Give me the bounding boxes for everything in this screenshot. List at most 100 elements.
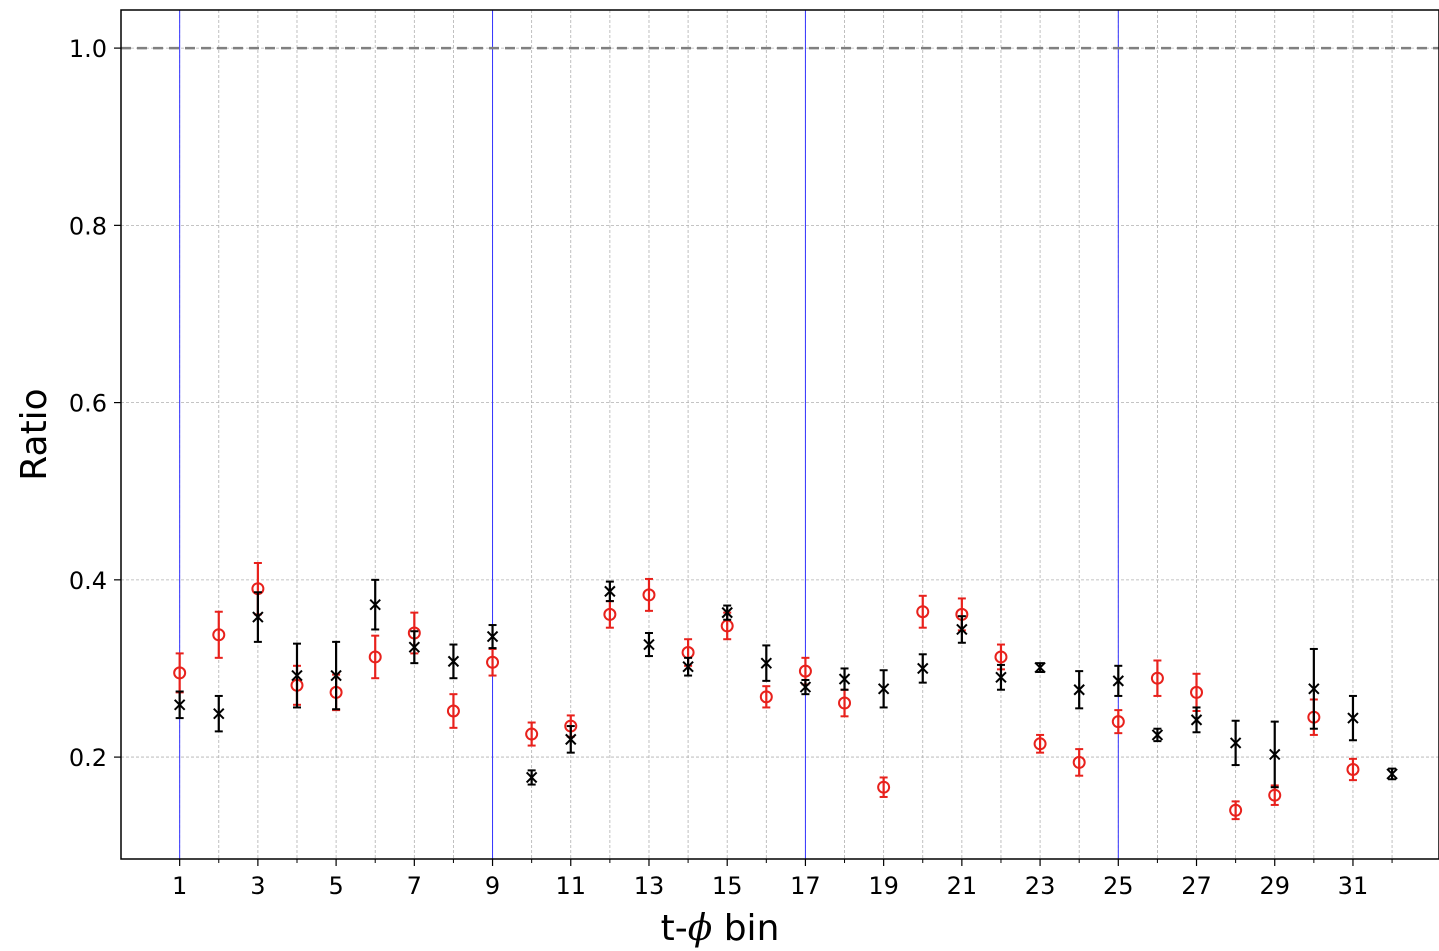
x-tick-label: 19	[868, 872, 899, 900]
marker-x	[369, 598, 381, 611]
marker-circle	[1346, 762, 1360, 776]
data-point-x	[604, 580, 616, 603]
x-tick-label: 11	[555, 872, 586, 900]
marker-x	[604, 585, 616, 598]
data-point-o	[1072, 748, 1086, 777]
x-tick-label: 23	[1025, 872, 1056, 900]
data-point-x	[1190, 706, 1203, 734]
data-point-x	[369, 578, 381, 631]
data-point-x	[213, 694, 225, 733]
data-point-o	[368, 634, 382, 680]
data-point-o	[916, 594, 930, 629]
marker-x	[877, 683, 890, 695]
data-point-o	[1150, 659, 1164, 697]
marker-circle	[1072, 755, 1086, 769]
data-point-x	[877, 669, 890, 709]
marker-x	[760, 657, 773, 669]
plot-frame	[120, 9, 1439, 860]
marker-x	[995, 671, 1007, 684]
marker-x	[525, 771, 538, 784]
marker-circle	[1111, 715, 1125, 729]
marker-x	[1347, 712, 1359, 724]
marker-circle	[1150, 671, 1164, 685]
data-point-o	[1111, 709, 1125, 735]
marker-x	[682, 660, 694, 673]
data-point-x	[330, 640, 342, 711]
data-point-o	[838, 688, 852, 718]
data-point-x	[760, 644, 773, 682]
data-point-o	[486, 647, 500, 677]
marker-circle	[1229, 803, 1243, 817]
x-axis-label-symbol: ϕ	[688, 908, 713, 949]
x-tick-label: 7	[407, 872, 422, 900]
marker-circle	[525, 727, 539, 741]
marker-x	[252, 611, 264, 623]
x-tick-label: 31	[1338, 872, 1369, 900]
marker-circle	[759, 690, 773, 704]
data-point-o	[1268, 784, 1282, 806]
marker-x	[1308, 683, 1320, 695]
y-tick-label: 1.0	[69, 35, 107, 63]
data-point-x	[643, 632, 655, 658]
data-point-x	[173, 690, 186, 720]
data-point-x	[1269, 720, 1281, 789]
data-point-x	[799, 678, 812, 696]
marker-x	[956, 623, 968, 636]
y-tick-label: 0.8	[69, 212, 107, 240]
data-point-o	[1033, 733, 1047, 754]
x-axis-label-suffix: bin	[712, 908, 779, 949]
marker-circle	[1268, 788, 1282, 802]
marker-circle	[994, 650, 1008, 664]
marker-circle	[603, 607, 617, 621]
marker-x	[486, 630, 499, 643]
marker-x	[1034, 661, 1046, 674]
marker-circle	[368, 650, 382, 664]
marker-x	[1073, 684, 1085, 696]
marker-circle	[1190, 685, 1204, 699]
x-tick-label: 17	[790, 872, 821, 900]
marker-circle	[798, 664, 812, 678]
y-tick-label: 0.6	[69, 390, 107, 418]
y-tick-label: 0.2	[69, 744, 107, 772]
data-point-x	[1073, 670, 1085, 710]
data-point-x	[1112, 664, 1125, 697]
marker-x	[1386, 768, 1398, 780]
data-point-o	[446, 693, 460, 729]
marker-x	[1151, 729, 1164, 741]
marker-x	[408, 641, 421, 653]
x-tick-label: 15	[712, 872, 743, 900]
data-point-o	[1346, 757, 1360, 782]
marker-circle	[642, 588, 656, 602]
data-point-x	[682, 656, 694, 677]
data-point-x	[956, 615, 968, 644]
marker-x	[799, 681, 812, 693]
x-tick-label: 5	[328, 872, 343, 900]
marker-x	[291, 669, 303, 682]
data-point-x	[721, 604, 733, 621]
x-tick-label: 1	[172, 872, 187, 900]
marker-circle	[838, 696, 852, 710]
data-point-x	[838, 667, 851, 691]
data-point-x	[447, 643, 460, 680]
data-point-o	[1190, 672, 1204, 713]
data-point-o	[212, 610, 226, 659]
x-tick-label: 13	[634, 872, 665, 900]
data-point-o	[525, 721, 539, 747]
marker-x	[1190, 714, 1203, 726]
data-point-o	[642, 577, 656, 612]
marker-x	[565, 733, 577, 746]
marker-x	[1229, 737, 1242, 749]
marker-circle	[916, 605, 930, 619]
marker-x	[721, 606, 733, 619]
data-point-x	[1229, 719, 1242, 767]
marker-x	[1269, 748, 1281, 761]
marker-x	[917, 662, 929, 675]
x-tick-label: 27	[1181, 872, 1212, 900]
x-tick-label: 29	[1259, 872, 1290, 900]
x-tick-label: 3	[250, 872, 265, 900]
grid	[121, 10, 1439, 859]
data-point-x	[1308, 647, 1320, 730]
y-axis-label: Ratio	[14, 388, 55, 480]
data-point-x	[408, 630, 421, 665]
data-point-o	[877, 776, 891, 798]
